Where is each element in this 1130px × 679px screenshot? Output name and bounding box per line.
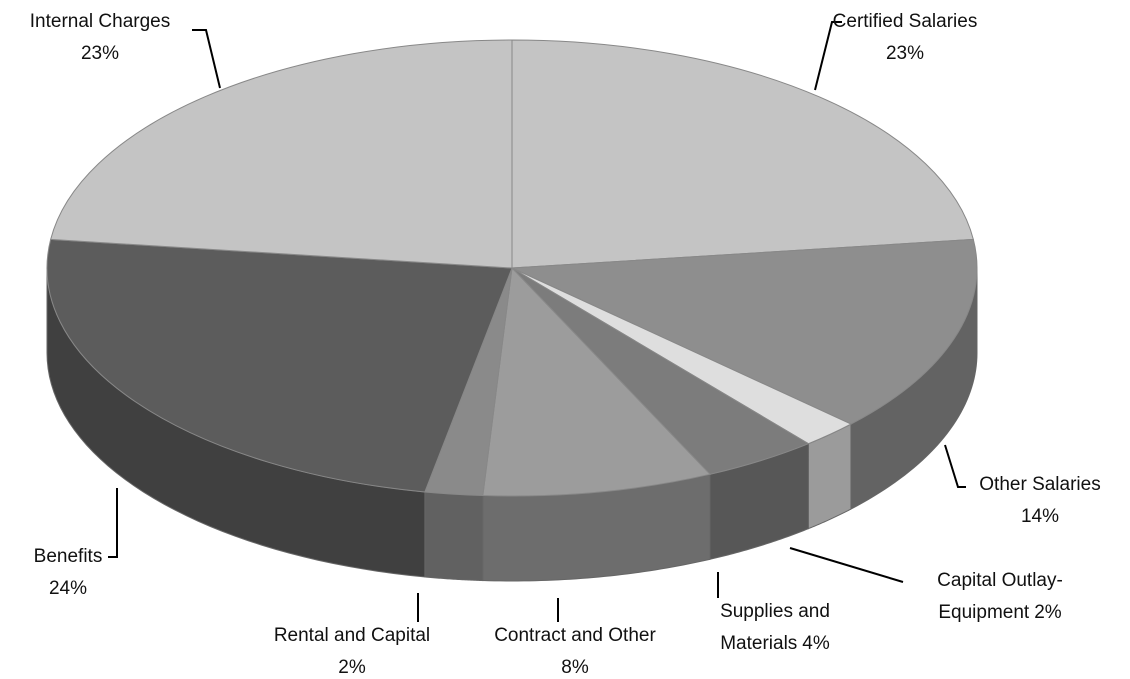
percent-label: 24% (48, 578, 88, 599)
category-name: Contract and Other (494, 625, 656, 646)
leader-line (789, 547, 904, 583)
slice (50, 39, 513, 269)
percent-label: 14% (1020, 506, 1060, 527)
slice-label: Rental and Capital 2% (252, 620, 452, 679)
leader-line (108, 488, 118, 558)
percent-label: 2% (1034, 602, 1062, 623)
category-name: Capital Outlay-Equipment (937, 570, 1063, 623)
slice (482, 266, 711, 497)
slice-label: Contract and Other 8% (475, 620, 675, 679)
slice (511, 238, 978, 425)
category-name: Other Salaries (979, 474, 1101, 495)
leader-line (944, 444, 966, 488)
slice-side (424, 491, 484, 582)
percent-label: 23% (885, 43, 925, 64)
leader-line (192, 29, 221, 89)
category-name: Certified Salaries (832, 11, 978, 32)
percent-label: 2% (338, 657, 366, 678)
category-name: Benefits (33, 546, 103, 567)
slice-label: Certified Salaries 23% (805, 6, 1005, 70)
percent-label: 23% (80, 43, 120, 64)
category-name: Rental and Capital (273, 625, 431, 646)
percent-label: 8% (561, 657, 589, 678)
slice-label: Other Salaries 14% (940, 469, 1130, 533)
slice-label: Benefits 24% (0, 541, 168, 605)
slice (511, 39, 974, 269)
slice-label: Capital Outlay-Equipment 2% (925, 565, 1075, 629)
slice (46, 238, 513, 493)
slice-label: Internal Charges 23% (0, 6, 200, 70)
percent-label: 4% (802, 633, 830, 654)
category-name: Supplies and Materials (720, 601, 830, 654)
slice-label: Supplies and Materials 4% (700, 596, 850, 660)
leader-line (814, 21, 842, 91)
category-name: Internal Charges (29, 11, 171, 32)
